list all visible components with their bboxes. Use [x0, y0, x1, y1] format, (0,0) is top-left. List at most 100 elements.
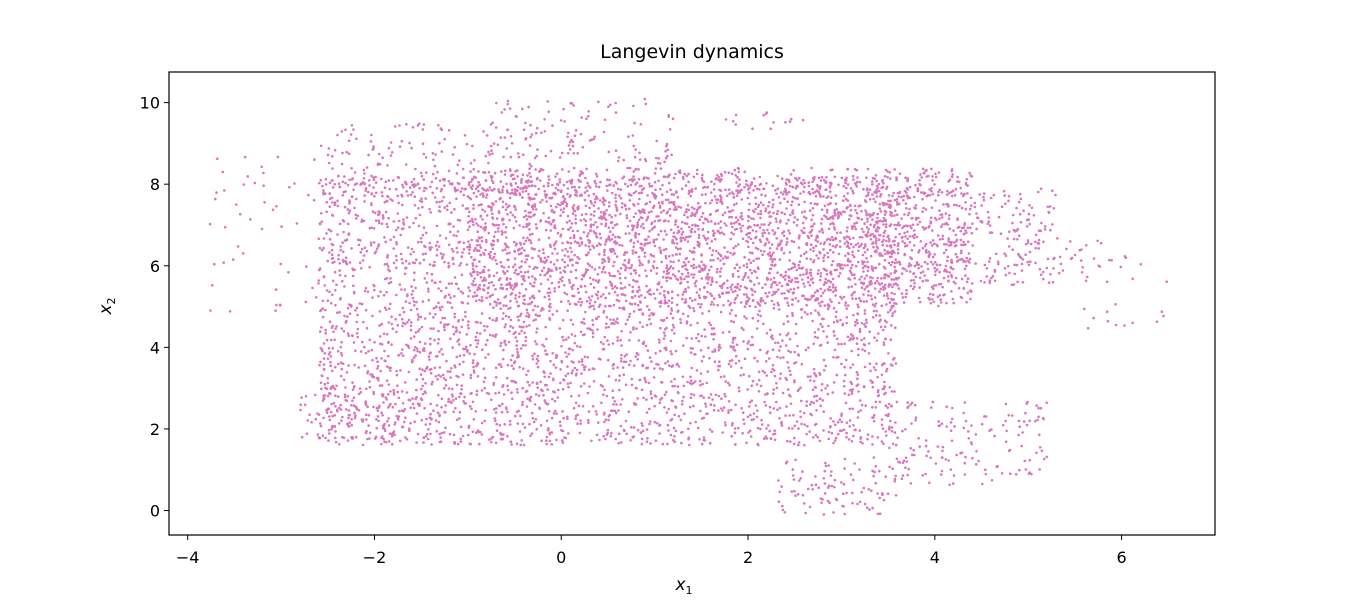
- scatter-point: [600, 217, 604, 220]
- scatter-point: [456, 188, 459, 192]
- scatter-point: [954, 252, 958, 256]
- scatter-point: [848, 246, 851, 250]
- scatter-point: [422, 441, 425, 444]
- scatter-point: [427, 298, 431, 302]
- scatter-point: [816, 202, 819, 206]
- scatter-point: [650, 360, 653, 363]
- scatter-point: [339, 245, 343, 248]
- scatter-point: [944, 248, 948, 252]
- scatter-point: [589, 305, 593, 308]
- scatter-point: [696, 201, 700, 205]
- scatter-point: [757, 267, 760, 271]
- scatter-point: [555, 412, 558, 415]
- scatter-point: [565, 221, 569, 224]
- scatter-point: [677, 365, 681, 368]
- scatter-point: [611, 396, 615, 400]
- scatter-point: [366, 290, 370, 294]
- scatter-point: [598, 438, 601, 442]
- scatter-point: [741, 224, 744, 228]
- scatter-point: [901, 240, 904, 243]
- scatter-point: [319, 178, 323, 182]
- scatter-point: [681, 399, 684, 403]
- scatter-point: [605, 238, 608, 241]
- scatter-point: [694, 353, 697, 356]
- scatter-point: [672, 326, 676, 329]
- scatter-point: [804, 217, 808, 220]
- scatter-point: [372, 405, 375, 409]
- scatter-point: [461, 291, 465, 295]
- scatter-point: [495, 317, 499, 320]
- scatter-point: [485, 214, 489, 217]
- scatter-point: [809, 202, 813, 205]
- scatter-point: [800, 267, 803, 270]
- scatter-point: [500, 265, 504, 268]
- scatter-point: [663, 393, 667, 397]
- scatter-point: [603, 420, 606, 424]
- scatter-point: [423, 317, 427, 320]
- scatter-point: [361, 259, 365, 262]
- scatter-point: [868, 362, 872, 366]
- scatter-point: [813, 423, 817, 427]
- scatter-point: [505, 287, 509, 291]
- scatter-point: [844, 358, 848, 362]
- scatter-point: [322, 189, 325, 192]
- scatter-point: [761, 253, 764, 256]
- scatter-point: [497, 210, 501, 213]
- scatter-point: [807, 190, 811, 194]
- scatter-point: [663, 296, 667, 299]
- scatter-point: [872, 309, 876, 313]
- scatter-point: [562, 378, 565, 381]
- scatter-point: [577, 205, 580, 208]
- scatter-point: [685, 208, 688, 211]
- scatter-point: [752, 412, 756, 415]
- scatter-point: [570, 250, 573, 254]
- scatter-point: [875, 339, 879, 342]
- scatter-point: [850, 263, 854, 267]
- scatter-point: [789, 402, 793, 406]
- scatter-point: [594, 410, 598, 413]
- scatter-point: [575, 372, 578, 376]
- scatter-point: [883, 385, 886, 388]
- scatter-point: [785, 183, 788, 186]
- scatter-point: [712, 337, 715, 341]
- scatter-point: [371, 296, 374, 299]
- scatter-point: [736, 218, 740, 222]
- scatter-point: [490, 398, 493, 402]
- scatter-point: [348, 200, 352, 204]
- scatter-point: [474, 339, 478, 342]
- scatter-point: [535, 382, 539, 386]
- scatter-point: [822, 178, 826, 182]
- scatter-point: [959, 238, 963, 242]
- scatter-point: [755, 327, 759, 330]
- scatter-point: [701, 312, 704, 315]
- scatter-point: [611, 233, 615, 237]
- scatter-point: [495, 217, 499, 220]
- scatter-point: [535, 331, 538, 334]
- scatter-point: [383, 306, 387, 310]
- scatter-point: [361, 340, 364, 344]
- scatter-point: [424, 382, 427, 385]
- scatter-point: [881, 363, 884, 367]
- scatter-point: [640, 225, 643, 228]
- scatter-point: [836, 216, 840, 220]
- scatter-point: [581, 321, 584, 324]
- scatter-point: [937, 190, 940, 194]
- scatter-point: [638, 300, 642, 303]
- scatter-point: [879, 325, 883, 329]
- scatter-point: [482, 367, 486, 371]
- scatter-point: [937, 304, 940, 308]
- scatter-point: [377, 243, 381, 246]
- scatter-point: [716, 209, 719, 212]
- scatter-point: [425, 432, 429, 436]
- scatter-point: [506, 205, 509, 209]
- scatter-point: [341, 241, 345, 244]
- scatter-point: [501, 385, 504, 389]
- scatter-point: [809, 248, 812, 251]
- scatter-point: [332, 330, 335, 334]
- scatter-point: [680, 403, 684, 406]
- scatter-point: [567, 347, 571, 351]
- scatter-point: [658, 401, 662, 405]
- scatter-point: [556, 182, 559, 186]
- scatter-point: [817, 190, 820, 193]
- scatter-point: [453, 312, 457, 316]
